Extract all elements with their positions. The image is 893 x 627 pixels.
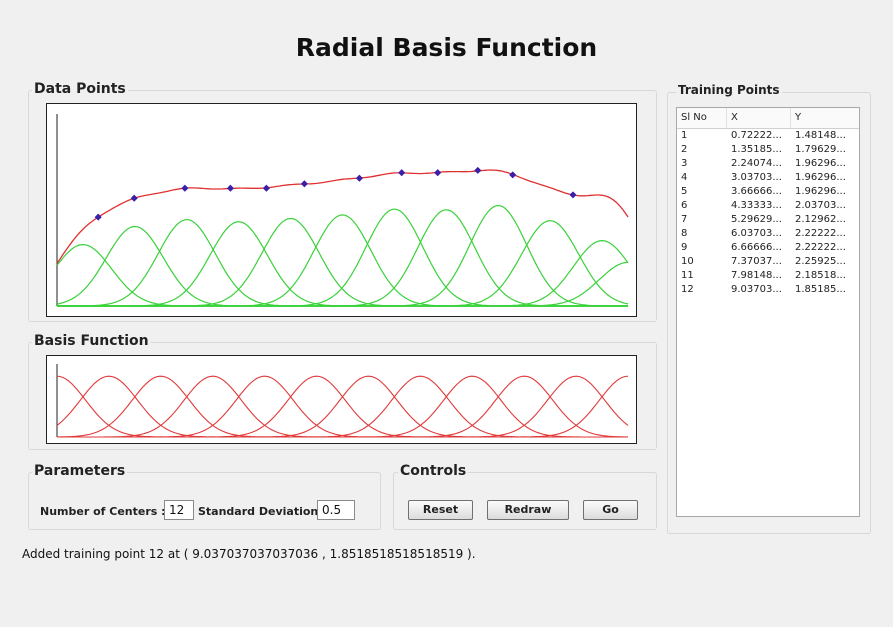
cell-slno: 1 <box>681 130 688 141</box>
cell-x: 7.98148... <box>731 270 782 281</box>
rbf-component-curve <box>57 217 628 307</box>
table-row[interactable]: 9 6.66666... 2.22222... <box>677 241 859 255</box>
rbf-component-curve <box>57 261 629 307</box>
cell-x: 0.72222... <box>731 130 782 141</box>
go-button[interactable]: Go <box>583 500 638 520</box>
data-points-chart <box>56 114 629 307</box>
col-header-x[interactable]: X <box>727 108 791 128</box>
rbf-component-curve <box>57 219 628 307</box>
cell-slno: 10 <box>681 256 694 267</box>
cell-y: 2.03703... <box>795 200 846 211</box>
cell-x: 3.03703... <box>731 172 782 183</box>
cell-y: 2.22222... <box>795 228 846 239</box>
cell-x: 3.66666... <box>731 186 782 197</box>
table-row[interactable]: 1 0.72222... 1.48148... <box>677 129 859 143</box>
controls-title: Controls <box>398 463 469 479</box>
cell-x: 9.03703... <box>731 284 782 295</box>
training-point-marker <box>130 194 138 202</box>
table-row[interactable]: 5 3.66666... 1.96296... <box>677 185 859 199</box>
training-point-marker <box>181 184 189 192</box>
training-point-marker <box>509 171 517 179</box>
cell-slno: 8 <box>681 228 688 239</box>
cell-x: 6.66666... <box>731 242 782 253</box>
rbf-component-curve <box>57 220 629 307</box>
table-row[interactable]: 12 9.03703... 1.85185... <box>677 283 859 297</box>
status-message: Added training point 12 at ( 9.037037037… <box>22 547 476 561</box>
training-point-marker <box>94 213 102 221</box>
cell-x: 1.35185... <box>731 144 782 155</box>
training-point-marker <box>226 184 234 192</box>
cell-slno: 6 <box>681 200 688 211</box>
training-point-marker <box>434 169 442 177</box>
cell-slno: 3 <box>681 158 688 169</box>
page-title: Radial Basis Function <box>295 33 598 62</box>
cell-y: 2.22222... <box>795 242 846 253</box>
basis-function-chart <box>56 364 629 438</box>
training-point-marker <box>262 184 270 192</box>
training-point-marker <box>569 191 577 199</box>
rbf-component-curve <box>57 214 628 307</box>
training-point-marker <box>355 174 363 182</box>
parameters-group <box>28 472 381 530</box>
cell-slno: 4 <box>681 172 688 183</box>
cell-y: 2.12962... <box>795 214 846 225</box>
cell-slno: 11 <box>681 270 694 281</box>
basis-function-plot <box>46 355 637 444</box>
cell-y: 1.79629... <box>795 144 846 155</box>
basis-curve <box>57 375 629 438</box>
parameters-title: Parameters <box>32 463 128 479</box>
basis-function-title: Basis Function <box>32 333 151 349</box>
training-points-title: Training Points <box>676 83 782 97</box>
cell-y: 2.18518... <box>795 270 846 281</box>
col-header-slno[interactable]: Sl No <box>677 108 727 128</box>
table-body: 1 0.72222... 1.48148... 2 1.35185... 1.79629.… <box>677 129 859 297</box>
stddev-input[interactable]: 0.5 <box>317 500 355 520</box>
table-row[interactable]: 6 4.33333... 2.03703... <box>677 199 859 213</box>
cell-x: 7.37037... <box>731 256 782 267</box>
table-row[interactable]: 10 7.37037... 2.25925... <box>677 255 859 269</box>
redraw-button[interactable]: Redraw <box>487 500 569 520</box>
cell-slno: 5 <box>681 186 688 197</box>
cell-x: 5.29629... <box>731 214 782 225</box>
col-header-y[interactable]: Y <box>795 112 802 123</box>
cell-y: 1.48148... <box>795 130 846 141</box>
data-points-plot[interactable] <box>46 103 637 317</box>
data-points-title: Data Points <box>32 81 128 97</box>
cell-slno: 2 <box>681 144 688 155</box>
cell-slno: 7 <box>681 214 688 225</box>
fit-curve <box>56 169 629 264</box>
cell-slno: 9 <box>681 242 688 253</box>
stddev-label: Standard Deviation : <box>198 505 327 518</box>
rbf-component-curve <box>57 205 628 307</box>
training-point-marker <box>398 169 406 177</box>
rbf-component-curve <box>57 239 629 307</box>
table-header: Sl No X Y <box>677 108 859 129</box>
training-point-marker <box>474 166 482 174</box>
training-point-marker <box>300 180 308 188</box>
reset-button[interactable]: Reset <box>408 500 473 520</box>
cell-x: 2.24074... <box>731 158 782 169</box>
cell-y: 1.96296... <box>795 158 846 169</box>
cell-x: 6.03703... <box>731 228 782 239</box>
centers-label: Number of Centers : <box>40 505 166 518</box>
centers-input[interactable]: 12 <box>164 500 194 520</box>
table-row[interactable]: 4 3.03703... 1.96296... <box>677 171 859 185</box>
training-points-table[interactable]: Sl No X Y 1 0.72222... 1.48148... 2 1.35185.… <box>676 107 860 517</box>
cell-y: 2.25925... <box>795 256 846 267</box>
cell-slno: 12 <box>681 284 694 295</box>
table-row[interactable]: 8 6.03703... 2.22222... <box>677 227 859 241</box>
table-row[interactable]: 2 1.35185... 1.79629... <box>677 143 859 157</box>
cell-x: 4.33333... <box>731 200 782 211</box>
rbf-component-curve <box>57 221 628 307</box>
cell-y: 1.96296... <box>795 172 846 183</box>
rbf-component-curve <box>56 225 628 307</box>
cell-y: 1.96296... <box>795 186 846 197</box>
table-row[interactable]: 7 5.29629... 2.12962... <box>677 213 859 227</box>
table-row[interactable]: 11 7.98148... 2.18518... <box>677 269 859 283</box>
table-row[interactable]: 3 2.24074... 1.96296... <box>677 157 859 171</box>
cell-y: 1.85185... <box>795 284 846 295</box>
